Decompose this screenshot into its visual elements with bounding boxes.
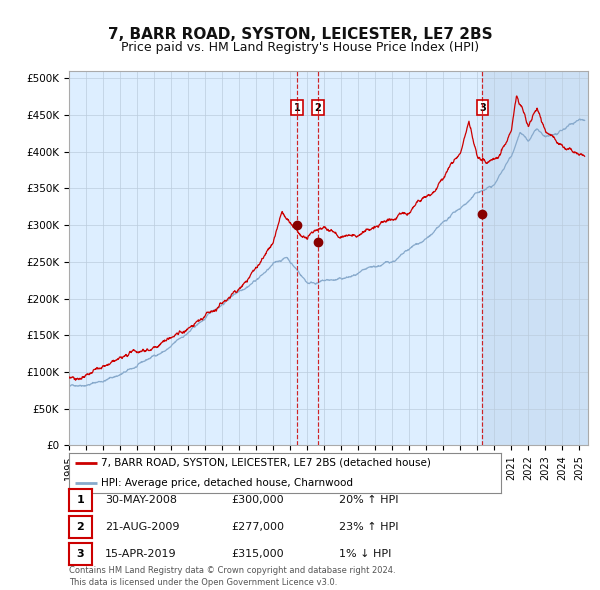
Text: Price paid vs. HM Land Registry's House Price Index (HPI): Price paid vs. HM Land Registry's House … (121, 41, 479, 54)
Text: 20% ↑ HPI: 20% ↑ HPI (339, 495, 398, 504)
Text: £277,000: £277,000 (231, 522, 284, 532)
Text: 7, BARR ROAD, SYSTON, LEICESTER, LE7 2BS: 7, BARR ROAD, SYSTON, LEICESTER, LE7 2BS (107, 27, 493, 41)
Text: 2: 2 (315, 103, 322, 113)
Text: 2: 2 (77, 522, 84, 532)
Text: 21-AUG-2009: 21-AUG-2009 (105, 522, 179, 532)
Text: 30-MAY-2008: 30-MAY-2008 (105, 495, 177, 504)
Text: 1: 1 (294, 103, 301, 113)
Text: 7, BARR ROAD, SYSTON, LEICESTER, LE7 2BS (detached house): 7, BARR ROAD, SYSTON, LEICESTER, LE7 2BS… (101, 458, 431, 467)
Text: 23% ↑ HPI: 23% ↑ HPI (339, 522, 398, 532)
Text: £315,000: £315,000 (231, 549, 284, 559)
Text: 15-APR-2019: 15-APR-2019 (105, 549, 176, 559)
Text: 3: 3 (77, 549, 84, 559)
Text: 3: 3 (479, 103, 486, 113)
Bar (482, 71, 588, 445)
Text: HPI: Average price, detached house, Charnwood: HPI: Average price, detached house, Char… (101, 478, 353, 487)
Text: Contains HM Land Registry data © Crown copyright and database right 2024.
This d: Contains HM Land Registry data © Crown c… (69, 566, 395, 587)
Text: 1% ↓ HPI: 1% ↓ HPI (339, 549, 391, 559)
Text: £300,000: £300,000 (231, 495, 284, 504)
Text: 1: 1 (77, 495, 84, 504)
